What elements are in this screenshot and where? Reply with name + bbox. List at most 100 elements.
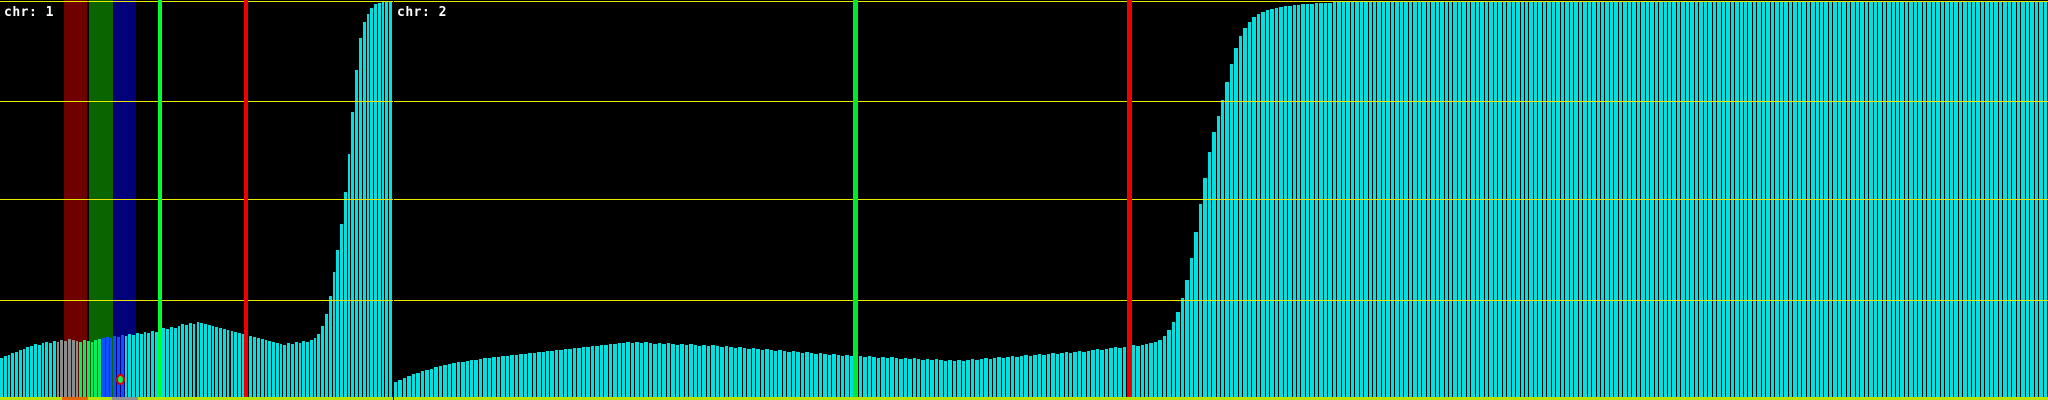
- coverage-bar: [1225, 82, 1229, 400]
- coverage-bar: [523, 354, 528, 400]
- coverage-bar: [1806, 1, 1811, 400]
- coverage-bar: [952, 361, 957, 400]
- coverage-bar: [1422, 1, 1426, 400]
- coverage-bar: [1954, 1, 1958, 400]
- coverage-bar: [1896, 1, 1900, 400]
- coverage-bar: [653, 344, 657, 400]
- coverage-bar: [1328, 3, 1332, 400]
- coverage-bar: [1703, 1, 1708, 400]
- coverage-bar: [370, 8, 374, 400]
- coverage-bar: [1162, 336, 1167, 400]
- coverage-bar: [1493, 1, 1498, 400]
- coverage-bar: [1413, 1, 1417, 400]
- coverage-bar: [1699, 1, 1703, 400]
- coverage-bar: [1739, 1, 1744, 400]
- coverage-bar: [26, 347, 30, 400]
- coverage-bar: [666, 343, 671, 400]
- coverage-bar: [501, 356, 505, 400]
- coverage-bar: [120, 335, 124, 400]
- coverage-bar: [420, 371, 425, 400]
- coverage-bar: [1989, 1, 1994, 400]
- coverage-bar: [729, 347, 733, 400]
- coverage-bar: [1761, 1, 1766, 400]
- coverage-bar: [1994, 1, 1998, 400]
- coverage-bar: [105, 337, 109, 400]
- coverage-bar: [1033, 355, 1037, 400]
- coverage-bar: [249, 336, 253, 400]
- coverage-bar: [1310, 4, 1314, 400]
- coverage-bar: [724, 346, 729, 400]
- coverage-bar: [1145, 344, 1149, 400]
- coverage-bar: [872, 357, 876, 400]
- panel-separator: [393, 0, 394, 400]
- coverage-bar: [1636, 1, 1641, 400]
- coverage-bar: [1578, 1, 1583, 400]
- coverage-bar: [1596, 1, 1600, 400]
- coverage-bar: [1516, 1, 1520, 400]
- coverage-bar: [1010, 356, 1015, 400]
- coverage-bar: [979, 359, 984, 400]
- coverage-bar: [438, 366, 443, 400]
- coverage-bar: [238, 333, 241, 400]
- coverage-bar: [720, 347, 724, 400]
- coverage-bar: [1332, 2, 1337, 400]
- coverage-bar: [1037, 354, 1042, 400]
- coverage-bar: [1565, 1, 1569, 400]
- coverage-bar: [1100, 350, 1104, 400]
- coverage-bar: [321, 326, 324, 400]
- coverage-bar: [617, 343, 621, 400]
- coverage-bar: [1676, 1, 1681, 400]
- coverage-bar: [1118, 348, 1122, 400]
- coverage-bar: [1131, 345, 1136, 400]
- gridline: [394, 199, 2048, 200]
- coverage-bar: [1109, 348, 1113, 400]
- coverage-bar: [1167, 330, 1171, 400]
- coverage-bar: [621, 343, 626, 400]
- coverage-bar: [1936, 1, 1940, 400]
- coverage-bar: [1417, 1, 1422, 400]
- coverage-bar: [469, 360, 474, 400]
- coverage-bar: [1028, 356, 1033, 400]
- coverage-bar: [1972, 1, 1976, 400]
- red-marker-line[interactable]: [244, 0, 248, 400]
- coverage-bar: [241, 334, 245, 400]
- coverage-bar: [1355, 1, 1359, 400]
- coverage-bar: [1350, 2, 1355, 400]
- coverage-bar: [143, 332, 147, 400]
- coverage-bar: [1346, 2, 1350, 400]
- coverage-bar: [343, 192, 347, 400]
- coverage-bar: [1198, 204, 1203, 400]
- coverage-bar: [832, 354, 836, 400]
- coverage-bar: [1770, 1, 1775, 400]
- coverage-bar: [1046, 354, 1051, 400]
- coverage-bar: [1189, 258, 1194, 400]
- coverage-bar: [975, 360, 979, 400]
- coverage-bar: [1234, 48, 1238, 400]
- baseline-annotation-segment: [88, 397, 112, 400]
- coverage-bar: [867, 356, 872, 400]
- coverage-bar: [407, 376, 411, 400]
- green-marker-line[interactable]: [853, 0, 858, 400]
- coverage-bar: [3, 356, 7, 400]
- coverage-bar: [1614, 1, 1618, 400]
- coverage-bar: [256, 338, 260, 400]
- coverage-bar: [355, 70, 358, 400]
- coverage-bar: [18, 350, 22, 400]
- coverage-bar: [298, 343, 302, 400]
- coverage-bar: [970, 359, 975, 400]
- coverage-bar: [15, 352, 18, 400]
- green-marker-line[interactable]: [158, 0, 162, 400]
- coverage-bar: [11, 353, 15, 400]
- coverage-bar: [1207, 152, 1212, 400]
- panel-chr1[interactable]: chr: 1: [0, 0, 393, 400]
- variant-ring-marker[interactable]: [116, 374, 125, 385]
- red-marker-line[interactable]: [1127, 0, 1132, 400]
- panel-chr2[interactable]: chr: 2: [394, 0, 2048, 400]
- coverage-bar: [377, 3, 381, 400]
- baseline-annotation-segment: [112, 397, 138, 400]
- coverage-bar: [769, 350, 773, 400]
- coverage-bar: [1569, 1, 1574, 400]
- coverage-bar: [1064, 352, 1068, 400]
- coverage-bar: [1855, 1, 1860, 400]
- coverage-bar: [1529, 1, 1533, 400]
